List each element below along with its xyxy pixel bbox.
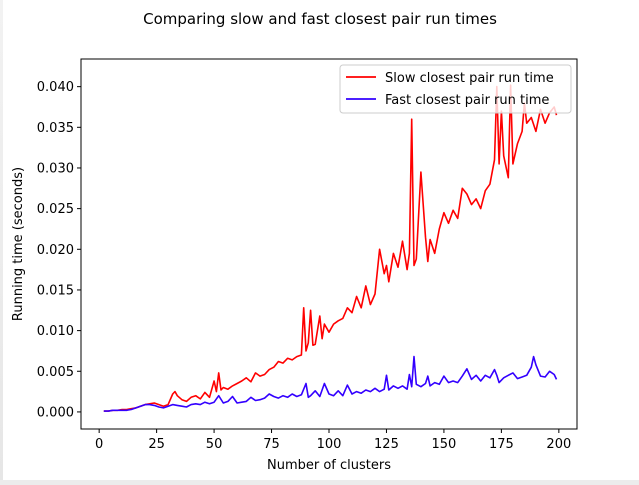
y-tick-label: 0.005 [37,365,74,380]
legend-box [339,64,572,114]
plot-lines [103,84,558,412]
legend-label-slow: Slow closest pair run time [385,71,554,86]
x-tick-label: 175 [489,437,514,452]
fast-run-time-line [103,355,558,412]
x-tick-label: 150 [432,437,457,452]
window-edge-left [0,0,3,485]
x-tick-label: 200 [546,437,571,452]
axis-ticks: 0 25 50 75 100 125 150 175 200 0.000 0.005 0.010 0.0… [37,80,571,452]
legend-label-fast: Fast closest pair run time [385,93,549,108]
chart-title: Comparing slow and fast closest pair run… [143,10,497,28]
x-tick-label: 50 [206,437,223,452]
legend: Slow closest pair run time Fast closest … [339,64,572,114]
x-tick-label: 25 [148,437,165,452]
y-axis-label: Running time (seconds) [11,167,26,321]
x-tick-label: 0 [95,437,103,452]
x-tick-label: 100 [317,437,342,452]
window-edge-bottom [0,480,639,485]
y-tick-label: 0.000 [37,405,74,420]
y-tick-label: 0.025 [37,202,74,217]
x-axis-label: Number of clusters [267,458,391,473]
y-tick-label: 0.020 [37,243,74,258]
plot-frame [80,58,578,430]
y-tick-label: 0.035 [37,121,74,136]
y-tick-label: 0.010 [37,324,74,339]
slow-run-time-line [103,84,558,412]
y-tick-label: 0.030 [37,161,74,176]
x-tick-label: 125 [374,437,399,452]
x-tick-label: 75 [263,437,280,452]
y-tick-label: 0.015 [37,283,74,298]
y-tick-label: 0.040 [37,80,74,95]
